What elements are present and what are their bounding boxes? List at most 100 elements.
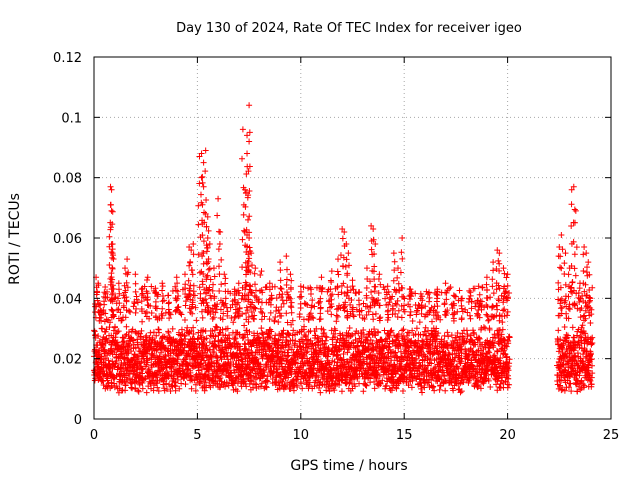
data-point <box>108 207 115 214</box>
data-point <box>177 310 184 317</box>
data-point <box>114 329 121 336</box>
data-point <box>377 314 384 321</box>
data-point <box>182 335 189 342</box>
data-point <box>154 346 161 353</box>
data-point <box>284 319 291 326</box>
data-point <box>426 298 433 305</box>
data-point <box>108 341 115 348</box>
data-point <box>317 305 324 312</box>
data-point <box>487 384 494 391</box>
data-point <box>172 283 179 290</box>
data-point <box>132 344 139 351</box>
data-point <box>234 353 241 360</box>
data-point <box>409 317 416 324</box>
data-point <box>264 373 271 380</box>
data-point <box>131 361 138 368</box>
data-point <box>144 274 151 281</box>
data-point <box>209 327 216 334</box>
data-point <box>500 307 507 314</box>
data-point <box>102 283 109 290</box>
data-point <box>200 352 207 359</box>
data-point <box>267 334 274 341</box>
data-point <box>428 318 435 325</box>
y-tick-label: 0.02 <box>53 353 82 368</box>
data-point <box>245 361 252 368</box>
data-point <box>585 259 592 266</box>
data-point <box>122 387 129 394</box>
data-point <box>444 329 451 336</box>
data-point <box>421 328 428 335</box>
data-point <box>451 293 458 300</box>
data-point <box>370 316 377 323</box>
data-point <box>190 330 197 337</box>
data-point <box>583 250 590 257</box>
data-point <box>328 278 335 285</box>
data-point <box>368 288 375 295</box>
data-point <box>147 329 154 336</box>
data-point <box>280 355 287 362</box>
data-point <box>350 313 357 320</box>
data-point <box>555 279 562 286</box>
data-point <box>504 308 511 315</box>
data-point <box>249 349 256 356</box>
data-point <box>202 328 209 335</box>
data-point <box>134 364 141 371</box>
data-point <box>215 195 222 202</box>
data-point <box>202 147 209 154</box>
data-point <box>217 374 224 381</box>
data-point <box>159 298 166 305</box>
data-point <box>222 295 229 302</box>
data-point <box>263 377 270 384</box>
data-point <box>178 337 185 344</box>
x-tick-label: 20 <box>499 428 516 443</box>
data-point <box>180 347 187 354</box>
data-point <box>198 308 205 315</box>
data-point <box>259 330 266 337</box>
data-point <box>501 306 508 313</box>
data-point <box>182 302 189 309</box>
data-point <box>188 327 195 334</box>
data-point <box>287 303 294 310</box>
data-point <box>215 246 222 253</box>
data-point <box>196 284 203 291</box>
data-point <box>110 327 117 334</box>
data-point <box>480 324 487 331</box>
data-point <box>157 360 164 367</box>
data-point <box>109 208 116 215</box>
data-point <box>565 271 572 278</box>
data-point <box>586 298 593 305</box>
data-point <box>467 315 474 322</box>
data-point <box>572 207 579 214</box>
data-point <box>181 271 188 278</box>
y-tick-label: 0.04 <box>53 292 82 307</box>
data-point <box>173 274 180 281</box>
data-point <box>213 303 220 310</box>
data-point <box>258 268 265 275</box>
data-point <box>197 269 204 276</box>
data-point <box>212 309 219 316</box>
data-point <box>490 303 497 310</box>
data-point <box>557 264 564 271</box>
data-point <box>174 376 181 383</box>
data-point <box>263 384 270 391</box>
data-point <box>489 283 496 290</box>
data-point <box>341 304 348 311</box>
data-point <box>277 267 284 274</box>
data-point <box>277 259 284 266</box>
data-point <box>232 335 239 342</box>
data-point <box>109 241 116 248</box>
data-point <box>283 276 290 283</box>
data-point <box>581 244 588 251</box>
x-axis-label: GPS time / hours <box>290 458 407 474</box>
data-point <box>110 255 117 262</box>
data-point <box>165 329 172 336</box>
data-point <box>499 319 506 326</box>
data-point <box>390 277 397 284</box>
data-point <box>103 326 110 333</box>
data-point <box>489 276 496 283</box>
data-point <box>143 347 150 354</box>
data-point <box>127 309 134 316</box>
data-point <box>159 283 166 290</box>
data-point <box>155 387 162 394</box>
data-point <box>267 309 274 316</box>
